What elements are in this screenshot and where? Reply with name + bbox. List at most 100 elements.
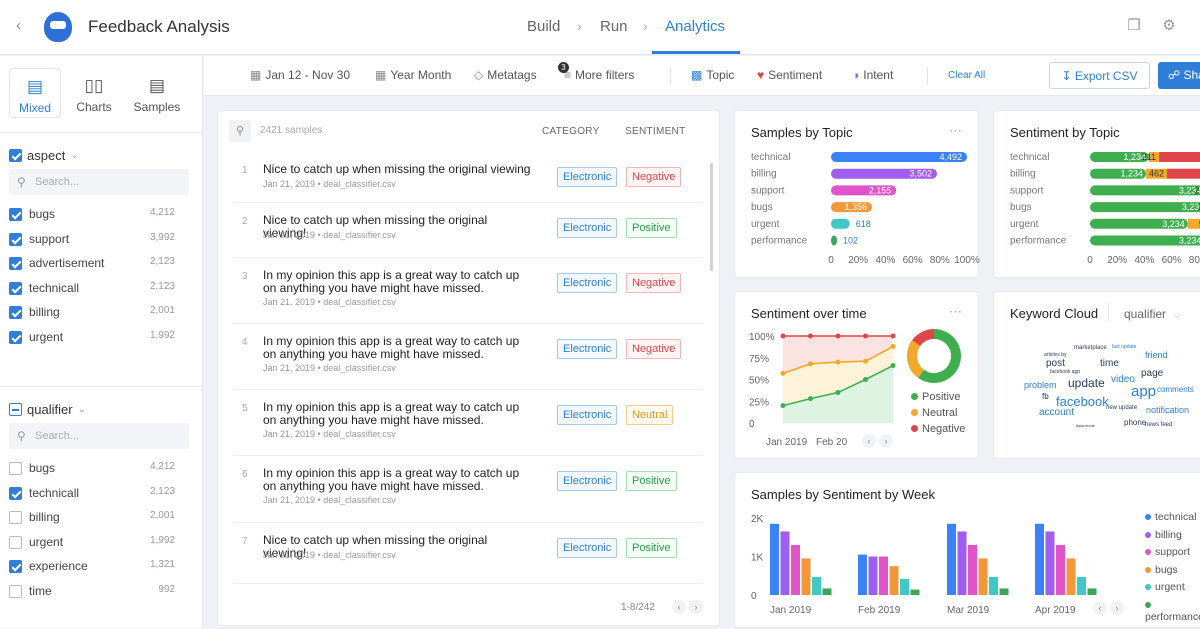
intent-toggle[interactable]: ◑Intent — [852, 68, 893, 82]
tab-charts[interactable]: ▯▯ Charts — [68, 68, 120, 118]
data-point[interactable] — [891, 334, 896, 339]
bar[interactable] — [1067, 558, 1076, 595]
group-checkbox[interactable] — [9, 149, 22, 162]
bar[interactable] — [858, 555, 867, 595]
keyword[interactable]: phone — [1124, 418, 1146, 427]
table-row[interactable]: 7 Nice to catch up when missing the orig… — [233, 526, 703, 584]
column-header-sentiment[interactable]: SENTIMENT — [625, 126, 685, 137]
prev-period-button[interactable]: ‹ — [1093, 601, 1107, 615]
stacked-bar-segment[interactable] — [1159, 152, 1200, 162]
filter-checkbox[interactable] — [9, 282, 22, 295]
filter-checkbox[interactable] — [9, 536, 22, 549]
keyword[interactable]: data mode — [1076, 423, 1095, 428]
data-point[interactable] — [808, 396, 813, 401]
keyword[interactable]: notification — [1146, 405, 1189, 415]
bar[interactable] — [879, 557, 888, 596]
group-checkbox[interactable] — [9, 403, 22, 416]
bar[interactable] — [911, 590, 920, 595]
filter-checkbox[interactable] — [9, 487, 22, 500]
qualifier-dropdown[interactable]: qualifier⌵ — [1124, 307, 1181, 321]
bar[interactable] — [1056, 545, 1065, 595]
bar[interactable] — [781, 531, 790, 595]
table-row[interactable]: 3 In my opinion this app is a great way … — [233, 261, 703, 324]
group-search-input[interactable]: ⚲Search... — [9, 423, 189, 449]
data-point[interactable] — [781, 334, 786, 339]
bar[interactable] — [1000, 588, 1009, 595]
date-range-filter[interactable]: ▦Jan 12 - Nov 30 — [250, 68, 350, 82]
table-row[interactable]: 4 In my opinion this app is a great way … — [233, 327, 703, 390]
copy-icon[interactable]: ❐ — [1125, 16, 1143, 34]
bar[interactable] — [1077, 577, 1086, 595]
keyword[interactable]: news feed — [1145, 422, 1172, 428]
keyword[interactable]: last update — [1112, 344, 1136, 350]
metatags-filter[interactable]: ◇Metatags — [474, 68, 537, 82]
bar[interactable] — [831, 236, 837, 246]
filter-item[interactable]: bugs 4,212 — [9, 207, 175, 223]
filter-checkbox[interactable] — [9, 560, 22, 573]
filter-checkbox[interactable] — [9, 233, 22, 246]
next-period-button[interactable]: › — [879, 434, 893, 448]
group-header-qualifier[interactable]: qualifier⌄ — [9, 401, 86, 417]
filter-item[interactable]: time 992 — [9, 584, 175, 600]
next-page-button[interactable]: › — [689, 600, 703, 614]
keyword[interactable]: facebook app — [1050, 369, 1080, 375]
keyword[interactable]: update — [1068, 376, 1105, 390]
donut-slice[interactable] — [916, 334, 934, 343]
column-header-category[interactable]: CATEGORY — [542, 126, 600, 137]
filter-item[interactable]: urgent 1,992 — [9, 535, 175, 551]
filter-item[interactable]: billing 2,001 — [9, 510, 175, 526]
keyword[interactable]: marketplace — [1074, 345, 1107, 351]
gear-icon[interactable]: ⚙ — [1160, 16, 1178, 34]
data-point[interactable] — [781, 403, 786, 408]
filter-checkbox[interactable] — [9, 208, 22, 221]
filter-checkbox[interactable] — [9, 511, 22, 524]
sentiment-tag[interactable]: Negative — [626, 167, 681, 187]
sentiment-tag[interactable]: Negative — [626, 339, 681, 359]
category-tag[interactable]: Electronic — [557, 538, 617, 558]
keyword[interactable]: page — [1141, 368, 1163, 379]
bar[interactable] — [979, 558, 988, 595]
category-tag[interactable]: Electronic — [557, 471, 617, 491]
data-point[interactable] — [836, 390, 841, 395]
bar[interactable] — [812, 577, 821, 595]
category-tag[interactable]: Electronic — [557, 218, 617, 238]
table-row[interactable]: 2 Nice to catch up when missing the orig… — [233, 206, 703, 258]
scrollbar[interactable] — [710, 163, 713, 271]
filter-checkbox[interactable] — [9, 306, 22, 319]
bar[interactable] — [869, 557, 878, 596]
keyword[interactable]: problem — [1024, 380, 1057, 390]
sentiment-tag[interactable]: Neutral — [626, 405, 673, 425]
sentiment-tag[interactable]: Positive — [626, 471, 677, 491]
chevron-down-icon[interactable]: ⌄ — [78, 404, 86, 415]
data-point[interactable] — [808, 361, 813, 366]
bar[interactable] — [770, 524, 779, 595]
bar[interactable] — [890, 566, 899, 595]
category-tag[interactable]: Electronic — [557, 167, 617, 187]
bar[interactable] — [958, 531, 967, 595]
category-tag[interactable]: Electronic — [557, 405, 617, 425]
clear-all-link[interactable]: Clear All — [948, 70, 985, 81]
filter-item[interactable]: technicall 2,123 — [9, 486, 175, 502]
group-search-input[interactable]: ⚲Search... — [9, 169, 189, 195]
filter-item[interactable]: experience 1,321 — [9, 559, 175, 575]
keyword[interactable]: friend — [1145, 350, 1168, 360]
chevron-down-icon[interactable]: ⌄ — [70, 150, 78, 161]
topic-toggle[interactable]: ▩Topic — [691, 68, 734, 82]
category-tag[interactable]: Electronic — [557, 339, 617, 359]
bar[interactable] — [968, 545, 977, 595]
bar[interactable] — [802, 558, 811, 595]
tab-mixed[interactable]: ▤ Mixed — [9, 68, 61, 118]
data-point[interactable] — [891, 344, 896, 349]
filter-item[interactable]: advertisement 2,123 — [9, 256, 175, 272]
bar[interactable] — [1035, 524, 1044, 595]
filter-item[interactable]: technicall 2,123 — [9, 281, 175, 297]
keyword[interactable]: fb — [1042, 392, 1049, 401]
data-point[interactable] — [836, 334, 841, 339]
stacked-bar-segment[interactable] — [1167, 169, 1200, 179]
keyword[interactable]: account — [1039, 407, 1074, 418]
back-icon[interactable]: ‹ — [16, 17, 21, 34]
prev-page-button[interactable]: ‹ — [672, 600, 686, 614]
prev-period-button[interactable]: ‹ — [862, 434, 876, 448]
keyword[interactable]: post — [1046, 358, 1065, 369]
